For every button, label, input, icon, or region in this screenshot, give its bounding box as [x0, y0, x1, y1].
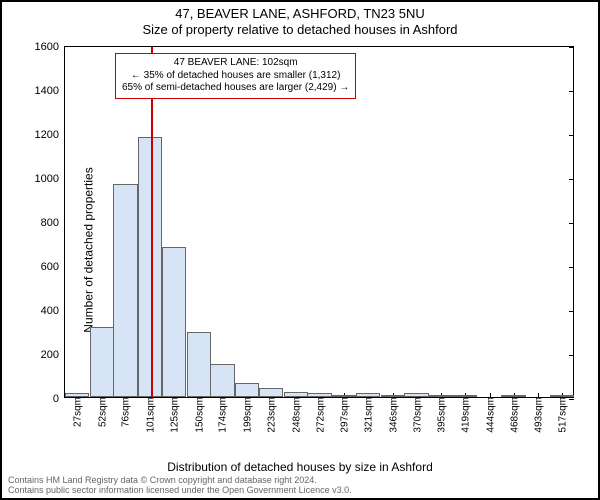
y-tick-mark [569, 223, 574, 224]
x-tick-label: 223sqm [264, 397, 277, 433]
chart-frame: 47, BEAVER LANE, ASHFORD, TN23 5NU Size … [0, 0, 600, 500]
histogram-bar [259, 388, 283, 397]
x-tick-label: 101sqm [144, 397, 157, 433]
x-tick-label: 248sqm [289, 397, 302, 433]
y-tick-label: 1000 [35, 173, 65, 185]
histogram-bar [65, 393, 89, 397]
x-tick-mark [490, 393, 491, 398]
x-tick-label: 321sqm [362, 397, 375, 433]
reference-line [151, 47, 153, 397]
annotation-box: 47 BEAVER LANE: 102sqm← 35% of detached … [115, 53, 356, 99]
histogram-bar [550, 395, 574, 397]
x-tick-label: 199sqm [241, 397, 254, 433]
y-tick-label: 1200 [35, 129, 65, 141]
histogram-bar [429, 395, 453, 397]
y-tick-label: 1400 [35, 85, 65, 97]
y-tick-label: 200 [41, 349, 65, 361]
histogram-bar [501, 395, 525, 397]
plot-area: 0200400600800100012001400160027sqm52sqm7… [64, 46, 574, 398]
histogram-bar [381, 395, 405, 397]
x-tick-label: 468sqm [507, 397, 520, 433]
annotation-line: 47 BEAVER LANE: 102sqm [122, 57, 349, 70]
y-tick-label: 600 [41, 261, 65, 273]
histogram-bar [113, 184, 137, 397]
histogram-bar [284, 392, 308, 397]
annotation-line: 65% of semi-detached houses are larger (… [122, 82, 349, 95]
histogram-bar [187, 332, 211, 397]
annotation-line: ← 35% of detached houses are smaller (1,… [122, 70, 349, 83]
x-axis-label: Distribution of detached houses by size … [2, 460, 598, 474]
y-tick-mark [569, 179, 574, 180]
y-tick-label: 400 [41, 305, 65, 317]
footer-line-2: Contains public sector information licen… [8, 486, 592, 496]
x-tick-label: 272sqm [313, 397, 326, 433]
y-tick-mark [569, 355, 574, 356]
x-tick-label: 150sqm [192, 397, 205, 433]
x-tick-label: 297sqm [338, 397, 351, 433]
y-tick-mark [569, 91, 574, 92]
y-tick-mark [569, 47, 574, 48]
y-tick-label: 800 [41, 217, 65, 229]
footer: Contains HM Land Registry data © Crown c… [8, 476, 592, 496]
x-tick-mark [538, 393, 539, 398]
y-tick-mark [569, 135, 574, 136]
x-tick-label: 517sqm [556, 397, 569, 433]
histogram-bar [90, 327, 114, 397]
x-tick-label: 493sqm [532, 397, 545, 433]
x-tick-label: 125sqm [167, 397, 180, 433]
x-tick-label: 370sqm [410, 397, 423, 433]
histogram-bar [210, 364, 234, 397]
histogram-bar [453, 395, 477, 397]
histogram-bar [356, 393, 380, 397]
x-tick-label: 174sqm [216, 397, 229, 433]
histogram-bar [162, 247, 186, 397]
y-tick-mark [569, 399, 574, 400]
histogram-bar [404, 393, 428, 397]
x-tick-label: 76sqm [119, 397, 132, 427]
y-tick-mark [569, 267, 574, 268]
x-tick-label: 395sqm [435, 397, 448, 433]
y-tick-label: 0 [53, 393, 65, 405]
x-tick-label: 419sqm [459, 397, 472, 433]
x-tick-label: 444sqm [483, 397, 496, 433]
histogram-bar [235, 383, 259, 397]
x-tick-label: 27sqm [70, 397, 83, 427]
y-tick-label: 1600 [35, 41, 65, 53]
title-line-2: Size of property relative to detached ho… [2, 22, 598, 37]
histogram-bar [307, 393, 331, 397]
histogram-bar [332, 395, 356, 397]
x-tick-label: 52sqm [95, 397, 108, 427]
title-line-1: 47, BEAVER LANE, ASHFORD, TN23 5NU [2, 6, 598, 21]
y-tick-mark [569, 311, 574, 312]
x-tick-label: 346sqm [386, 397, 399, 433]
